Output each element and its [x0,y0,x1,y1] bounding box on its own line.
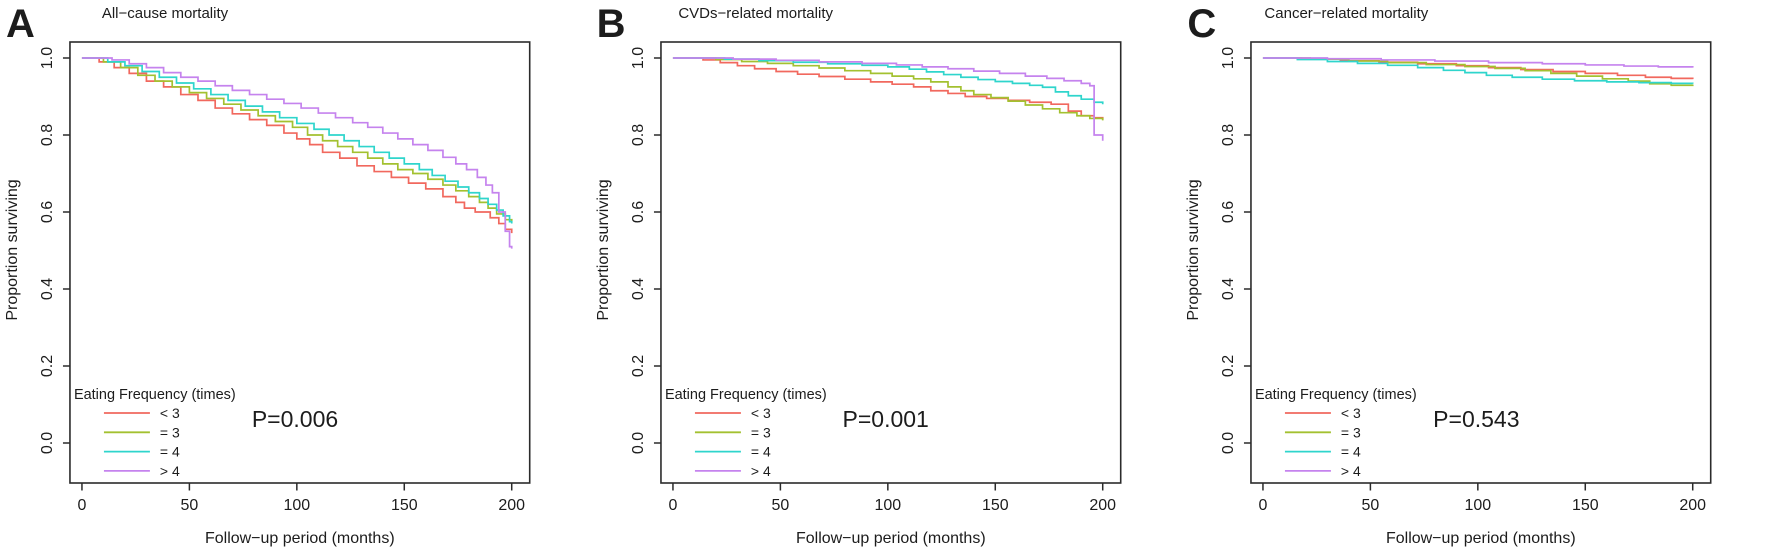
legend-title: Eating Frequency (times) [1255,387,1417,403]
x-tick-label: 0 [78,497,87,514]
legend-label: > 4 [160,463,180,479]
km-curve-<3 [81,57,513,234]
legend-title: Eating Frequency (times) [665,387,827,403]
y-tick-label: 0.8 [1220,124,1237,146]
y-axis-title: Proportion surviving [595,179,612,320]
p-value-cancer: P=0.543 [1433,406,1520,432]
y-tick-label: 0.4 [630,278,647,300]
legend-label: = 3 [751,424,771,440]
legend-label: = 3 [160,424,180,440]
panel-cancer-mortality: C Cancer−related mortality 1.0 0.8 0.6 0.4 0… [1181,0,1772,559]
y-tick-label: 0.6 [630,201,647,223]
y-tick-label: 1.0 [39,47,56,69]
legend-title: Eating Frequency (times) [74,387,236,403]
y-tick-label: 0.0 [1220,432,1237,454]
legend-label: < 3 [1341,405,1361,421]
y-tick-label: 0.8 [630,124,647,146]
km-curve-=4 [672,57,1104,105]
x-tick-label: 50 [1362,497,1380,514]
y-tick-label: 0.2 [1220,355,1237,377]
y-tick-label: 1.0 [630,47,647,69]
x-tick-label: 100 [874,497,901,514]
y-tick-label: 0.0 [630,432,647,454]
km-curve-=3 [672,57,1104,121]
panel-all-cause-mortality: A All−cause mortality 1.0 0.8 0.6 0.4 0.2 0.0… [0,0,591,559]
y-axis-title: Proportion surviving [4,179,21,320]
y-tick-label: 0.6 [39,201,56,223]
x-axis-title: Follow−up period (months) [1386,530,1576,547]
legend-label: < 3 [751,405,771,421]
plot-box [1250,41,1712,484]
panel-title-all-cause: All−cause mortality [101,5,229,22]
plot-box [659,41,1122,484]
x-tick-label: 100 [284,497,311,514]
y-tick-label: 0.8 [39,124,56,146]
km-curve->4 [672,57,1104,141]
km-curve-=4 [1263,57,1694,85]
plot-box [69,41,531,484]
km-plot-all-cause: 1.0 0.8 0.6 0.4 0.2 0.0 0 50 100 150 200 Proportion… [4,41,531,547]
y-tick-label: 0.0 [39,432,56,454]
panel-letter-b: B [596,2,626,46]
x-tick-label: 200 [1089,497,1116,514]
panel-title-cancer: Cancer−related mortality [1264,5,1429,22]
panel-cvds-mortality: B CVDs−related mortality 1.0 0.8 0.6 0.4 0.2… [591,0,1182,559]
y-tick-label: 1.0 [1220,47,1237,69]
legend-label: < 3 [160,405,180,421]
x-tick-label: 50 [181,497,199,514]
y-axis-title: Proportion surviving [1185,179,1202,320]
panel-title-cvds: CVDs−related mortality [678,5,833,22]
x-tick-label: 200 [1680,497,1707,514]
legend-label: = 4 [1341,444,1361,460]
x-tick-label: 200 [498,497,525,514]
panel-letter-a: A [6,2,35,46]
km-curve-=3 [81,57,513,222]
km-curve-<3 [672,57,1104,120]
x-tick-label: 0 [1259,497,1268,514]
km-curve->4 [1263,57,1694,68]
y-tick-label: 0.2 [39,355,56,377]
p-value-all-cause: P=0.006 [251,406,339,432]
y-tick-label: 0.2 [630,355,647,377]
km-plot-cvds: 1.0 0.8 0.6 0.4 0.2 0.0 0 50 100 150 200 Proportion… [595,41,1122,547]
km-curve->4 [81,57,513,249]
legend-label: = 4 [751,444,771,460]
x-axis-title: Follow−up period (months) [205,530,395,547]
legend-label: > 4 [1341,463,1361,479]
x-tick-label: 0 [668,497,677,514]
y-tick-label: 0.6 [1220,201,1237,223]
x-tick-label: 150 [1572,497,1599,514]
legend-label: > 4 [751,463,771,479]
legend-label: = 4 [160,444,180,460]
y-tick-label: 0.4 [39,278,56,300]
y-tick-label: 0.4 [1220,278,1237,300]
km-plot-cancer: 1.0 0.8 0.6 0.4 0.2 0.0 0 50 100 150 200 Proportion… [1185,41,1712,547]
legend-label: = 3 [1341,424,1361,440]
x-tick-label: 150 [391,497,418,514]
p-value-cvds: P=0.001 [842,406,929,432]
km-curve-=4 [81,57,513,224]
x-tick-label: 50 [771,497,789,514]
x-axis-title: Follow−up period (months) [796,530,986,547]
x-tick-label: 150 [982,497,1009,514]
panel-letter-c: C [1187,2,1217,46]
x-tick-label: 100 [1465,497,1492,514]
